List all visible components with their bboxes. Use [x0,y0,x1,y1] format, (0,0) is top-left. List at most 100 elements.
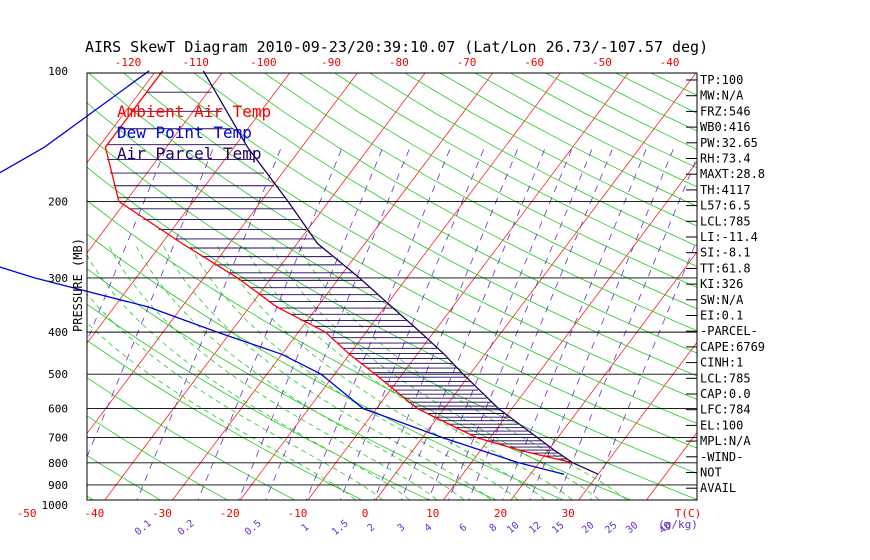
moist-adiabat-line [87,322,357,500]
isotherm-line [239,73,561,500]
dry-adiabat-line [87,339,363,500]
bottom-temp-tick-label: 30 [562,507,575,520]
isotherm-line [510,251,697,500]
index-label: LCL:785 [700,371,751,385]
isotherm-line [645,431,697,500]
dry-adiabat-line [228,73,697,332]
moist-adiabat-line [188,243,519,500]
mixing-ratio-tick-label: 20 [580,520,596,536]
isotherm-line [307,73,629,500]
index-label: NOT [700,466,722,480]
pressure-tick-label: 200 [48,195,68,208]
index-label: TP:100 [700,73,743,87]
plot-frame [86,72,698,501]
isotherm-line [87,73,358,435]
index-label: CAPE:6769 [700,340,765,354]
isotherm-line [771,51,870,514]
mixing-ratio-line [468,147,614,500]
dry-adiabat-line [87,73,697,424]
pressure-tick-label: 300 [48,272,68,285]
index-label: LFC:784 [700,403,751,417]
pressure-tick-label: 400 [48,326,68,339]
dry-adiabat-line [0,71,48,514]
legend-entry: Dew Point Temp [117,123,252,142]
cape-hatching [107,91,572,463]
background-lines [0,51,870,514]
dry-adiabat-line [333,73,697,267]
mixing-ratio-tick-label: 0.2 [176,518,197,538]
index-label: -WIND- [700,450,743,464]
index-label: CINH:1 [700,356,743,370]
pressure-tick-label: 1000 [42,499,69,512]
series-air-parcel-temp-line [202,70,599,475]
index-label: WB0:416 [700,120,751,134]
bottom-temp-tick-label: 20 [494,507,507,520]
isotherm-line [0,51,35,514]
bottom-temp-tick-label: 10 [426,507,439,520]
mixing-ratio-tick-label: 10 [505,520,521,536]
mixing-ratio-tick-label: 0.5 [243,518,264,538]
top-temp-tick-label: -40 [660,56,680,69]
top-temp-tick-label: -90 [321,56,341,69]
bottom-temp-tick-label: -40 [84,507,104,520]
index-label: TH:4117 [700,183,751,197]
mixing-ratio-line [556,156,697,500]
index-label: SI:-8.1 [700,246,751,260]
dry-adiabat-line [263,73,697,310]
isotherm-line [87,73,155,164]
isotherm-line [172,73,494,500]
index-label: -PARCEL- [700,324,758,338]
index-label: FRZ:546 [700,104,751,118]
mixing-ratio-line [87,147,215,458]
dry-adiabat-line [87,377,296,500]
index-label: MW:N/A [700,89,744,103]
mixing-ratio-unit-label: (g/kg) [658,518,698,531]
pressure-tick-label: 600 [48,403,68,416]
dry-adiabat-line [87,102,697,449]
top-temp-tick-label: -100 [250,56,277,69]
series-dew-point-temp-line [0,70,565,475]
top-temp-tick-label: -120 [115,56,142,69]
chart-title: AIRS SkewT Diagram 2010-09-23/20:39:10.0… [85,38,708,56]
top-temp-tick-label: -80 [389,56,409,69]
moist-adiabat-line [161,243,492,500]
top-temp-tick-label: -70 [457,56,477,69]
moist-adiabat-line [87,293,384,500]
moist-adiabat-line [134,243,465,500]
dry-adiabat-line [87,200,632,500]
mixing-ratio-tick-label: 2 [366,522,378,534]
pressure-tick-label: 100 [48,65,68,78]
pressure-tick-label: 500 [48,368,68,381]
mixing-ratio-tick-label: 12 [527,520,543,536]
moist-adiabat-line [269,243,601,500]
index-label: EI:0.1 [700,309,743,323]
dry-adiabat-line [87,303,431,500]
dry-adiabat-line [87,166,697,500]
index-label: MPL:N/A [700,434,751,448]
dry-adiabat-line [122,73,697,400]
legend-entry: Air Parcel Temp [117,144,262,163]
moist-adiabat-line [215,243,546,500]
legend-entry: Ambient Air Temp [117,102,271,121]
isotherm-line [375,73,697,500]
dry-adiabat-line [158,73,697,377]
bottom-temp-tick-label: -50 [17,507,37,520]
pressure-tick-label: 900 [48,479,68,492]
dry-adiabat-line [650,73,697,96]
index-label: RH:73.4 [700,152,751,166]
bottom-temp-tick-label: -30 [152,507,172,520]
top-temp-tick-label: -50 [592,56,612,69]
bottom-temp-tick-label: -20 [220,507,240,520]
index-label: LCL:785 [700,214,751,228]
isotherm-line [578,341,697,500]
index-label: L57:6.5 [700,199,751,213]
mixing-ratio-tick-label: 1.5 [330,518,351,538]
mixing-ratio-line [136,147,282,500]
index-label: MAXT:28.8 [700,167,765,181]
index-label: LI:-11.4 [700,230,758,244]
isotherm-line [104,73,426,500]
legend: Ambient Air Temp Dew Point Temp Air Parcel… [117,102,271,163]
index-label: SW:N/A [700,293,744,307]
